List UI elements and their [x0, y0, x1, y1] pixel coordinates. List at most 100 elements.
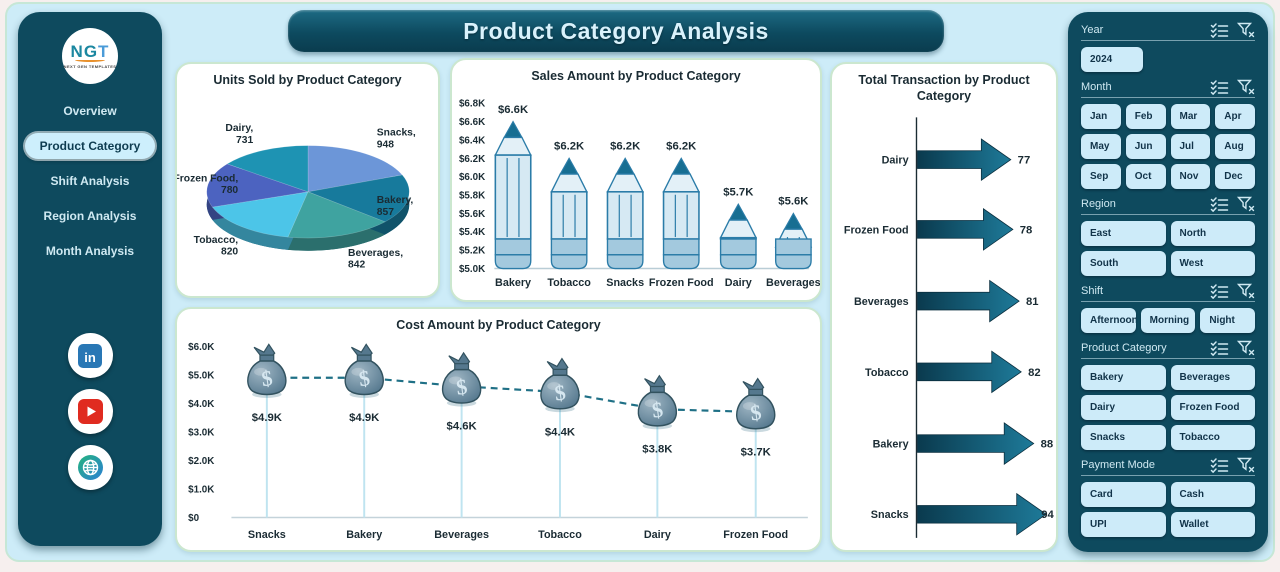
filter-option-beverages[interactable]: Beverages — [1170, 365, 1255, 390]
filter-option-night[interactable]: Night — [1200, 308, 1255, 333]
svg-text:$6.6K: $6.6K — [498, 104, 529, 116]
filter-option-tobacco[interactable]: Tobacco — [1170, 425, 1255, 450]
units-sold-pie-chart: Snacks, 948 Bakery, 857 Beverages, 842 Tobacco… — [177, 123, 416, 271]
youtube-icon[interactable] — [67, 389, 113, 434]
filter-option-may[interactable]: May — [1081, 134, 1121, 159]
sidebar-item-overview[interactable]: Overview — [63, 104, 117, 118]
filter-option-mar[interactable]: Mar — [1170, 104, 1211, 129]
linkedin-icon[interactable]: in — [67, 333, 113, 378]
svg-text:Dairy,731: Dairy, 731 — [225, 123, 253, 146]
filter-option-jan[interactable]: Jan — [1081, 104, 1121, 129]
sidebar-item-product-category[interactable]: Product Category — [25, 133, 155, 159]
multiselect-icon[interactable] — [1210, 340, 1229, 356]
total-transaction-arrow-chart: Dairy 77 Frozen Food 78 Beverages 81 Tobacco 82… — [844, 117, 1055, 538]
multiselect-icon[interactable] — [1210, 457, 1229, 473]
filter-option-west[interactable]: West — [1170, 251, 1255, 276]
svg-text:Beverages,842: Beverages, 842 — [348, 248, 403, 271]
svg-text:$6.2K: $6.2K — [459, 154, 485, 165]
logo-subtext: NEXT GEN TEMPLATES — [63, 64, 117, 69]
slicer-year: Year 2024 — [1081, 22, 1255, 72]
filter-option-morning[interactable]: Morning — [1140, 308, 1196, 333]
filter-option-aug[interactable]: Aug — [1215, 134, 1255, 159]
ngt-logo: NGT NEXT GEN TEMPLATES — [62, 28, 118, 84]
svg-text:Frozen Food,780: Frozen Food, 780 — [177, 173, 238, 196]
svg-text:Snacks: Snacks — [248, 529, 286, 541]
slicer-label: Shift — [1081, 285, 1104, 297]
svg-text:$3.7K: $3.7K — [741, 446, 772, 458]
svg-text:$5.6K: $5.6K — [778, 196, 809, 208]
svg-text:77: 77 — [1018, 155, 1031, 167]
filter-option-card[interactable]: Card — [1081, 482, 1166, 507]
multiselect-icon[interactable] — [1210, 283, 1229, 299]
multiselect-icon[interactable] — [1210, 79, 1229, 95]
filter-option-north[interactable]: North — [1170, 221, 1255, 246]
svg-text:$5.2K: $5.2K — [459, 246, 485, 257]
slicer-label: Product Category — [1081, 342, 1167, 354]
slicer-label: Year — [1081, 24, 1104, 36]
website-icon[interactable] — [67, 445, 113, 490]
slicer-label: Region — [1081, 198, 1116, 210]
filter-option-wallet[interactable]: Wallet — [1170, 512, 1255, 537]
svg-text:Dairy: Dairy — [725, 277, 752, 289]
clear-filter-icon[interactable] — [1237, 196, 1255, 212]
svg-text:$3.0K: $3.0K — [188, 427, 214, 438]
filter-option-apr[interactable]: Apr — [1215, 104, 1255, 129]
svg-text:Bakery: Bakery — [495, 277, 531, 289]
clear-filter-icon[interactable] — [1237, 22, 1255, 38]
units-sold-pie-card: Units Sold by Product Category Snacks, 94… — [175, 62, 440, 298]
cost-amount-line-card: Cost Amount by Product Category $0 $1.0K $… — [175, 307, 822, 552]
filter-option-jun[interactable]: Jun — [1125, 134, 1166, 159]
filter-option-sep[interactable]: Sep — [1081, 164, 1121, 189]
svg-text:$1.0K: $1.0K — [188, 484, 214, 495]
logo-swoosh-icon — [75, 58, 105, 62]
filter-option-east[interactable]: East — [1081, 221, 1166, 246]
clear-filter-icon[interactable] — [1237, 340, 1255, 356]
multiselect-icon[interactable] — [1210, 196, 1229, 212]
sidebar-socials: in — [18, 333, 162, 490]
svg-text:Frozen Food: Frozen Food — [723, 529, 788, 541]
filter-option-afternoon[interactable]: Afternoon — [1081, 308, 1136, 333]
svg-text:81: 81 — [1026, 296, 1039, 308]
svg-text:Tobacco: Tobacco — [547, 277, 591, 289]
svg-text:Dairy: Dairy — [644, 529, 671, 541]
filter-option-feb[interactable]: Feb — [1125, 104, 1166, 129]
filter-option-snacks[interactable]: Snacks — [1081, 425, 1166, 450]
svg-text:$6.2K: $6.2K — [610, 141, 641, 153]
svg-text:$4.4K: $4.4K — [545, 426, 576, 438]
filter-option-dairy[interactable]: Dairy — [1081, 395, 1166, 420]
slicer-region: Region East North South West — [1081, 196, 1255, 276]
svg-text:88: 88 — [1041, 438, 1054, 450]
svg-text:Beverages: Beverages — [766, 277, 820, 289]
filter-option-2024[interactable]: 2024 — [1081, 47, 1143, 72]
clear-filter-icon[interactable] — [1237, 457, 1255, 473]
sidebar-item-month-analysis[interactable]: Month Analysis — [45, 244, 135, 258]
filter-option-nov[interactable]: Nov — [1170, 164, 1211, 189]
svg-text:$6.2K: $6.2K — [666, 141, 697, 153]
filter-option-dec[interactable]: Dec — [1215, 164, 1255, 189]
page-title-banner: Product Category Analysis — [288, 10, 944, 52]
svg-text:Dairy: Dairy — [882, 155, 909, 167]
filter-option-bakery[interactable]: Bakery — [1081, 365, 1166, 390]
page-title: Product Category Analysis — [463, 17, 769, 44]
sidebar-item-shift-analysis[interactable]: Shift Analysis — [50, 174, 130, 188]
filter-option-upi[interactable]: UPI — [1081, 512, 1166, 537]
cost-amount-moneybag-chart: $0 $1.0K $2.0K $3.0K $4.0K $5.0K $6.0K $ $4.9K Sn… — [188, 342, 808, 541]
filter-option-jul[interactable]: Jul — [1170, 134, 1211, 159]
clear-filter-icon[interactable] — [1237, 79, 1255, 95]
sidebar-item-region-analysis[interactable]: Region Analysis — [43, 209, 137, 223]
svg-text:Beverages: Beverages — [434, 529, 489, 541]
svg-text:Snacks: Snacks — [871, 509, 909, 521]
transaction-chart-title: Total Transaction by Product Category — [858, 73, 1030, 103]
slicer-label: Month — [1081, 81, 1112, 93]
filter-option-cash[interactable]: Cash — [1170, 482, 1255, 507]
filter-option-frozen-food[interactable]: Frozen Food — [1170, 395, 1255, 420]
window-bottom-strip — [0, 565, 1280, 572]
svg-text:Tobacco,820: Tobacco, 820 — [194, 235, 239, 258]
filter-option-oct[interactable]: Oct — [1125, 164, 1166, 189]
svg-text:$4.6K: $4.6K — [447, 421, 478, 433]
slicer-product-category: Product Category Bakery Beverages Dairy Froz… — [1081, 340, 1255, 450]
filter-option-south[interactable]: South — [1081, 251, 1166, 276]
multiselect-icon[interactable] — [1210, 22, 1229, 38]
clear-filter-icon[interactable] — [1237, 283, 1255, 299]
